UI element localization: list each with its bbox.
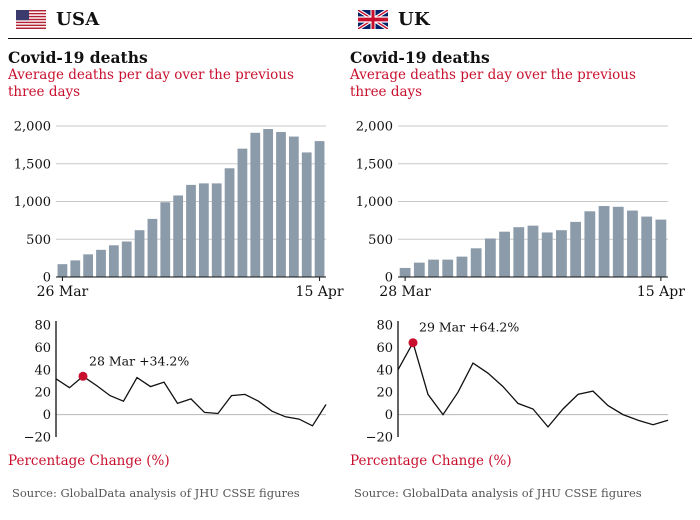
y-tick-label: 0	[43, 271, 51, 286]
bar	[314, 141, 325, 277]
y-tick-label: 0	[385, 271, 393, 286]
bar	[250, 132, 261, 277]
bar	[428, 259, 439, 277]
bar	[413, 262, 425, 277]
source-note: Source: GlobalData analysis of JHU CSSE …	[354, 486, 642, 500]
uk-line-chart: 80 60 40 20 0 −20 29 Mar +64.2%	[366, 319, 669, 446]
y-tick-label: 500	[26, 233, 51, 248]
bar	[570, 221, 582, 277]
percentage-change-label: Percentage Change (%)	[350, 453, 512, 469]
bar	[442, 259, 454, 277]
series-line	[397, 341, 669, 428]
y-tick-label: 40	[34, 363, 51, 378]
bar	[186, 184, 196, 277]
bar	[541, 232, 553, 277]
annotation-marker	[78, 371, 88, 381]
uk-flag-icon	[358, 9, 388, 29]
y-tick-label: 40	[376, 363, 393, 378]
y-tick-label: 1,500	[14, 157, 51, 172]
usa-bar-chart: 0 500 1,000 1,500 2,000 26 Mar 15 Apr	[14, 120, 344, 301]
bar	[211, 183, 222, 277]
bar	[224, 168, 235, 277]
usa-panel: USA Covid-19 deaths Average deaths per d…	[8, 0, 350, 520]
x-tick-label: 28 Mar	[379, 284, 431, 300]
percentage-change-label: Percentage Change (%)	[8, 453, 170, 469]
bar	[108, 245, 119, 277]
y-tick-label: 80	[34, 319, 51, 334]
bar	[134, 230, 145, 277]
x-tick-label: 15 Apr	[296, 284, 344, 300]
y-tick-label: 20	[34, 386, 51, 401]
bar	[627, 210, 638, 277]
bar	[301, 152, 312, 277]
y-tick-label: −20	[24, 431, 51, 446]
series-line	[55, 375, 327, 427]
country-name: UK	[398, 8, 430, 30]
bar	[288, 136, 299, 277]
chart-title: Covid-19 deaths	[350, 48, 490, 67]
header-rule	[8, 38, 350, 39]
y-tick-label: 2,000	[356, 120, 393, 135]
y-tick-label: 60	[376, 341, 393, 356]
bar	[173, 195, 184, 277]
bar	[263, 129, 274, 277]
bar	[96, 249, 106, 277]
chart-subtitle: Average deaths per day over the previous…	[8, 67, 294, 100]
country-header: UK	[350, 6, 430, 32]
bar	[160, 202, 171, 277]
country-header: USA	[8, 6, 100, 32]
bar	[237, 148, 248, 277]
bar	[584, 211, 596, 277]
annotation-label: 28 Mar +34.2%	[89, 353, 189, 368]
header-rule	[350, 38, 692, 39]
bar	[470, 248, 482, 277]
y-tick-label: 20	[376, 386, 393, 401]
bar	[121, 241, 132, 277]
usa-line-chart: 80 60 40 20 0 −20 28 Mar +34.2%	[24, 319, 327, 446]
y-tick-label: 1,500	[356, 157, 393, 172]
bar	[527, 225, 539, 277]
y-tick-label: 1,000	[356, 195, 393, 210]
bar	[276, 132, 286, 277]
country-name: USA	[56, 8, 100, 30]
y-tick-label: 60	[34, 341, 51, 356]
y-tick-label: 2,000	[14, 120, 51, 135]
bar	[513, 227, 525, 277]
y-tick-label: 0	[43, 408, 51, 423]
y-tick-label: 80	[376, 319, 393, 334]
chart-subtitle: Average deaths per day over the previous…	[350, 67, 636, 100]
bar	[399, 267, 411, 277]
uk-panel: UK Covid-19 deaths Average deaths per da…	[350, 0, 692, 520]
bar	[499, 231, 510, 277]
y-tick-label: 1,000	[14, 195, 51, 210]
bar	[641, 216, 653, 277]
uk-bar-chart: 0 500 1,000 1,500 2,000 28 Mar 15 Apr	[356, 120, 685, 301]
y-tick-label: 500	[368, 233, 393, 248]
bar	[83, 254, 94, 277]
chart-title: Covid-19 deaths	[8, 48, 148, 67]
bar	[147, 218, 158, 277]
bar	[598, 206, 610, 277]
bar	[70, 260, 81, 277]
y-tick-label: 0	[385, 408, 393, 423]
bar	[198, 183, 209, 277]
bar	[456, 256, 468, 277]
annotation-label: 29 Mar +64.2%	[419, 320, 519, 335]
annotation-marker	[408, 338, 418, 348]
bar	[556, 230, 567, 277]
source-note: Source: GlobalData analysis of JHU CSSE …	[12, 486, 300, 500]
bar	[612, 206, 624, 277]
y-tick-label: −20	[366, 431, 393, 446]
us-flag-icon	[16, 9, 46, 29]
x-tick-label: 15 Apr	[637, 284, 685, 300]
bar	[484, 238, 496, 277]
x-tick-label: 26 Mar	[37, 284, 89, 300]
bar	[655, 219, 667, 277]
bar	[57, 264, 68, 277]
